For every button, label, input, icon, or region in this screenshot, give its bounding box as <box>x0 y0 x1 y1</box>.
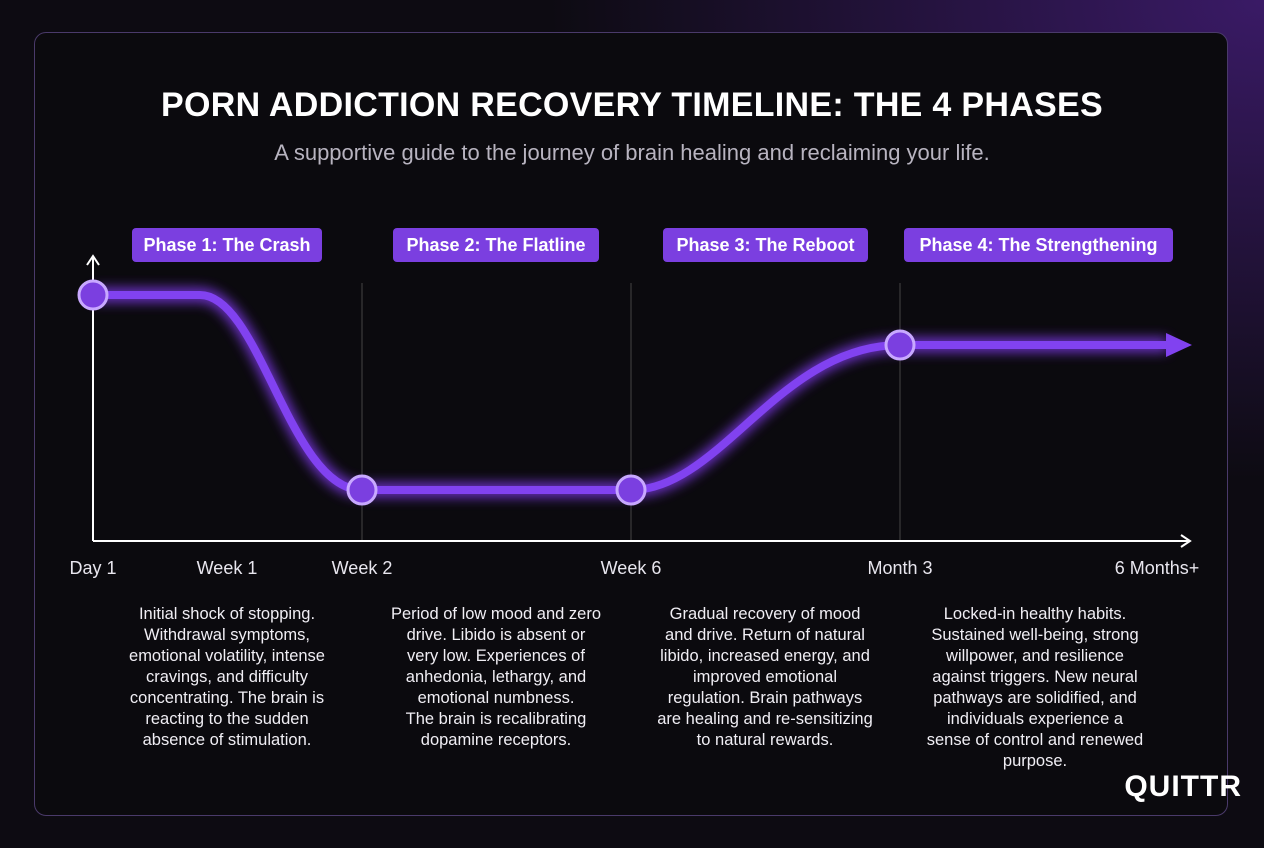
description-line: and drive. Return of natural <box>665 626 865 644</box>
subtitle: A supportive guide to the journey of bra… <box>274 140 990 165</box>
description-line: emotional volatility, intense <box>129 647 325 665</box>
phase-label: Phase 3: The Reboot <box>663 228 868 262</box>
description-line: against triggers. New neural <box>932 668 1138 686</box>
phase-description: Locked-in healthy habits. Sustained well-… <box>905 604 1165 772</box>
description-line: regulation. Brain pathways <box>667 689 863 707</box>
timeline-label: Week 1 <box>196 558 258 578</box>
description-line: emotional numbness. <box>417 689 575 707</box>
description-line: individuals experience a <box>946 710 1124 728</box>
description-line: sense of control and renewed <box>926 731 1144 749</box>
phase-label: Phase 1: The Crash <box>132 228 322 262</box>
timeline-label: Week 6 <box>600 558 662 578</box>
description-line: Gradual recovery of mood <box>669 605 861 623</box>
description-line: to natural rewards. <box>696 731 834 749</box>
description-line: anhedonia, lethargy, and <box>405 668 587 686</box>
description-line: reacting to the sudden <box>145 710 309 728</box>
arrow-head <box>1166 333 1192 357</box>
phase-label: Phase 4: The Strengthening <box>904 228 1173 262</box>
phase-description: Period of low mood and zero drive. Libido… <box>366 604 626 751</box>
description-line: pathways are solidified, and <box>933 689 1137 707</box>
description-line: absence of stimulation. <box>142 731 312 749</box>
description-line: dopamine receptors. <box>420 731 572 749</box>
timeline-label: Week 2 <box>331 558 393 578</box>
description-line: Sustained well-being, strong <box>931 626 1139 644</box>
description-line: willpower, and resilience <box>946 647 1124 665</box>
description-line: purpose. <box>1002 752 1068 770</box>
description-line: are healing and re-sensitizing <box>657 710 873 728</box>
description-line: cravings, and difficulty <box>145 668 309 686</box>
description-line: improved emotional <box>693 668 837 686</box>
milestones <box>77 279 916 506</box>
title: PORN ADDICTION RECOVERY TIMELINE: THE 4 … <box>161 86 1103 124</box>
description-line: The brain is recalibrating <box>405 710 587 728</box>
phase-description: Initial shock of stopping. Withdrawal sym… <box>97 604 357 751</box>
description-line: Period of low mood and zero <box>390 605 602 623</box>
phase-label: Phase 2: The Flatline <box>393 228 599 262</box>
description-line: Initial shock of stopping. <box>138 605 316 623</box>
logo: QUITTR <box>1124 770 1242 803</box>
description-line: Withdrawal symptoms, <box>144 626 310 644</box>
description-line: libido, increased energy, and <box>660 647 870 665</box>
timeline-label: Day 1 <box>69 558 117 578</box>
description-line: concentrating. The brain is <box>129 689 325 707</box>
description-line: drive. Libido is absent or <box>406 626 586 644</box>
timeline-label: Month 3 <box>867 558 933 578</box>
description-line: Locked-in healthy habits. <box>943 605 1127 623</box>
phase-description: Gradual recovery of mood and drive. Retur… <box>635 604 895 751</box>
description-line: very low. Experiences of <box>407 647 585 665</box>
timeline-label: 6 Months+ <box>1114 558 1200 578</box>
